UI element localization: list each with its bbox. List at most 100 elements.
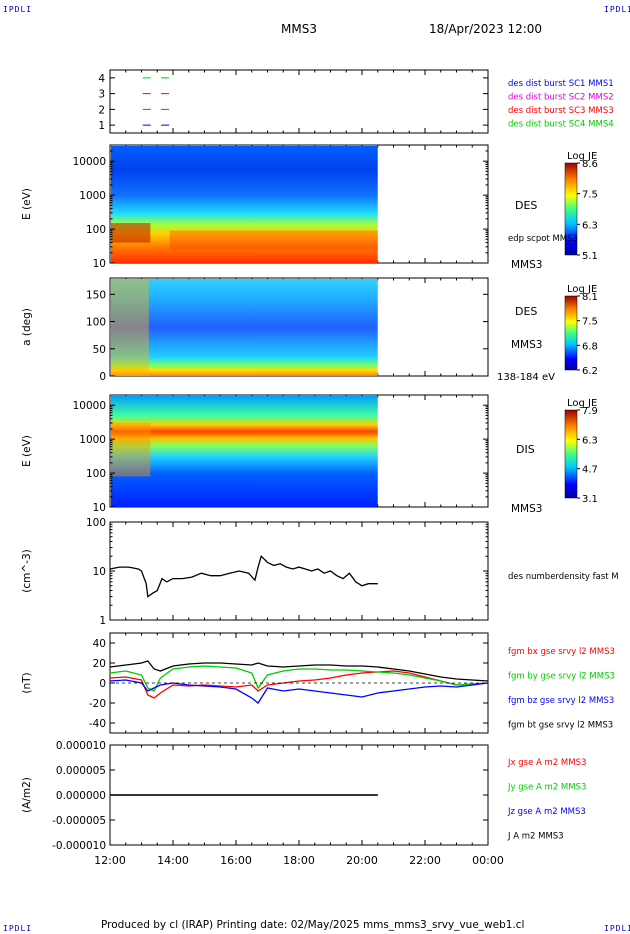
x-tick-label: 16:00	[220, 854, 252, 867]
legend-current-2: Jy gse A m2 MMS3	[507, 783, 586, 793]
y-tick-label: 1000	[79, 434, 106, 446]
colorbar-tick-label: 8.1	[582, 292, 598, 303]
spectrogram-des-energy	[111, 146, 378, 263]
y-tick-label: 20	[93, 658, 106, 670]
footer-credit: Produced by cl (IRAP) Printing date: 02/…	[101, 919, 525, 931]
legend-current-3: Jz gse A m2 MMS3	[507, 807, 586, 817]
y-tick-label: 10000	[73, 156, 106, 168]
right-label-dis: DIS	[516, 443, 535, 456]
colorbar-title: Log JE	[567, 284, 597, 295]
right-label-mms3-c: MMS3	[511, 503, 542, 515]
colorbar-title: Log JE	[567, 151, 597, 162]
y-tick-label: 1000	[79, 190, 106, 202]
early-ion-patch	[111, 422, 151, 477]
y-tick-label: 4	[98, 73, 105, 85]
y-tick-label: 2	[98, 104, 105, 116]
legend-burst-2: des dist burst SC2 MMS2	[508, 93, 614, 103]
spectrogram-dis-energy	[111, 396, 378, 507]
colorbar-tick-label: 8.6	[582, 159, 598, 170]
y-tick-label: 100	[86, 224, 106, 236]
y-tick-label: 40	[93, 638, 106, 650]
x-tick-label: 14:00	[157, 854, 189, 867]
early-pitch-patch	[111, 279, 149, 376]
y-tick-label: 1	[99, 615, 106, 627]
legend-burst-3: des dist burst SC3 MMS3	[508, 106, 614, 116]
corner-logo-top-right: IPDLI	[604, 5, 630, 14]
y-tick-label: 100	[86, 517, 106, 529]
series-line-magnetic-field-1	[109, 670, 489, 699]
y-tick-label: 1	[98, 120, 105, 132]
y-axis-label-4: (cm^-3)	[21, 549, 33, 592]
y-tick-label: 10	[93, 566, 106, 578]
right-label-des: DES	[515, 199, 537, 212]
legend-current-1: Jx gse A m2 MMS3	[507, 758, 586, 768]
cold-electron-band	[169, 230, 378, 250]
colorbar-tick-label: 6.3	[582, 435, 598, 446]
legend-fgm-3: fgm bz gse srvy l2 MMS3	[508, 696, 614, 706]
y-tick-label: 0	[99, 371, 106, 383]
colorbar-tick-label: 5.1	[582, 251, 598, 262]
y-axis-label-2: a (deg)	[21, 308, 33, 346]
legend-fgm-4: fgm bt gse srvy l2 MMS3	[508, 721, 613, 731]
y-axis-label-1: E (eV)	[21, 188, 33, 220]
spacecraft-title: MMS3	[281, 22, 317, 36]
legend-burst-1: des dist burst SC1 MMS1	[508, 79, 614, 89]
y-tick-label: -40	[89, 718, 106, 730]
y-tick-label: -0.000010	[52, 840, 106, 852]
colorbar-tick-label: 3.1	[582, 494, 598, 505]
colorbar-des-energy	[564, 162, 578, 256]
legend-current-4: J A m2 MMS3	[507, 832, 564, 842]
colorbar-dis-energy	[564, 409, 578, 499]
y-tick-label: 50	[93, 344, 106, 356]
y-tick-label: 10	[93, 258, 106, 270]
y-axis-label-3: E (eV)	[21, 435, 33, 467]
legend-density: des numberdensity fast M	[508, 572, 619, 582]
right-label-mms3-a: MMS3	[511, 259, 542, 271]
colorbar-tick-label: 6.8	[582, 341, 598, 352]
y-tick-label: 3	[98, 89, 105, 101]
y-tick-label: 0.000005	[56, 765, 106, 777]
datetime-title: 18/Apr/2023 12:00	[429, 22, 543, 36]
y-tick-label: 10	[93, 502, 106, 514]
y-axis-label-6: (A/m2)	[21, 777, 33, 813]
colorbar-tick-label: 6.3	[582, 220, 598, 231]
corner-logo-bottom-right: IPDLI	[604, 924, 630, 933]
x-tick-label: 18:00	[283, 854, 315, 867]
y-tick-label: 0.000000	[56, 790, 106, 802]
series-line-density-1	[109, 554, 378, 598]
series-line-magnetic-field-2	[109, 665, 489, 692]
panel-frame-4	[109, 521, 489, 621]
series-line-magnetic-field-3	[109, 679, 489, 704]
right-label-mms3-b: MMS3	[511, 339, 542, 351]
x-tick-label: 20:00	[346, 854, 378, 867]
y-tick-label: -0.000005	[52, 815, 106, 827]
corner-logo-top-left: IPDLI	[3, 5, 33, 14]
colorbar-tick-label: 7.5	[582, 190, 598, 201]
right-label-energy-range: 138-184 eV	[497, 372, 555, 383]
x-tick-label: 00:00	[472, 854, 504, 867]
y-tick-label: 150	[86, 289, 106, 301]
y-tick-label: -20	[89, 698, 106, 710]
legend-fgm-1: fgm bx gse srvy l2 MMS3	[508, 647, 615, 657]
spectrogram-des-pitch	[111, 279, 378, 376]
colorbar-des-pitch	[564, 295, 578, 371]
right-label-scpot: edp scpot MMS3	[508, 234, 578, 244]
colorbar-tick-label: 4.7	[582, 465, 598, 476]
x-tick-label: 12:00	[94, 854, 126, 867]
x-tick-label: 22:00	[409, 854, 441, 867]
right-label-des-pitch: DES	[515, 305, 537, 318]
hot-electron-patch	[111, 223, 151, 243]
y-tick-label: 0	[99, 678, 106, 690]
y-axis-label-5: (nT)	[21, 672, 33, 693]
y-tick-label: 0.000010	[56, 740, 106, 752]
legend-fgm-2: fgm by gse srvy l2 MMS3	[508, 672, 615, 682]
y-tick-label: 100	[86, 317, 106, 329]
y-tick-label: 10000	[73, 400, 106, 412]
colorbar-tick-label: 7.5	[582, 317, 598, 328]
panel-frame-0	[109, 69, 489, 134]
colorbar-tick-label: 7.9	[582, 406, 598, 417]
corner-logo-bottom-left: IPDLI	[3, 924, 33, 933]
legend-burst-4: des dist burst SC4 MMS4	[508, 120, 614, 130]
series-line-magnetic-field-4	[109, 660, 489, 682]
